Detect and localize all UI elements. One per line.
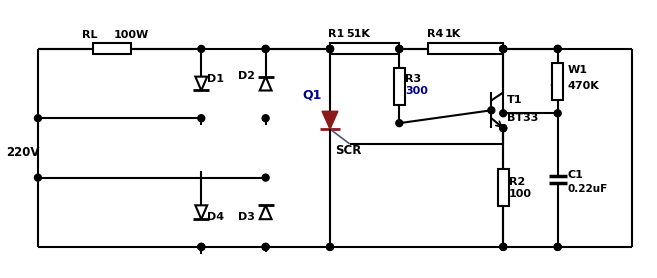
Circle shape bbox=[262, 45, 269, 52]
Text: D1: D1 bbox=[207, 74, 224, 84]
Polygon shape bbox=[322, 111, 338, 129]
Circle shape bbox=[396, 120, 403, 126]
Circle shape bbox=[198, 244, 205, 250]
Text: W1: W1 bbox=[568, 65, 587, 75]
Text: D4: D4 bbox=[207, 212, 224, 222]
Circle shape bbox=[500, 244, 507, 250]
Circle shape bbox=[262, 244, 269, 250]
Text: D3: D3 bbox=[238, 212, 255, 222]
Circle shape bbox=[262, 115, 269, 122]
Circle shape bbox=[500, 45, 507, 52]
Circle shape bbox=[327, 45, 334, 52]
Circle shape bbox=[555, 45, 561, 52]
Text: T1: T1 bbox=[507, 95, 523, 105]
Circle shape bbox=[262, 174, 269, 181]
Text: 100: 100 bbox=[509, 189, 532, 199]
Circle shape bbox=[500, 45, 507, 52]
Circle shape bbox=[500, 110, 507, 117]
Circle shape bbox=[327, 45, 334, 52]
Text: R1: R1 bbox=[328, 29, 344, 39]
Circle shape bbox=[327, 244, 334, 250]
Circle shape bbox=[555, 244, 561, 250]
Circle shape bbox=[500, 45, 507, 52]
Bar bbox=[93, 43, 131, 54]
Circle shape bbox=[262, 244, 269, 250]
Circle shape bbox=[555, 244, 561, 250]
Text: R2: R2 bbox=[509, 177, 526, 187]
Text: R4: R4 bbox=[427, 29, 443, 39]
Circle shape bbox=[500, 244, 507, 250]
Circle shape bbox=[34, 174, 41, 181]
Circle shape bbox=[500, 125, 507, 131]
Circle shape bbox=[198, 115, 205, 122]
Text: 470K: 470K bbox=[568, 81, 599, 91]
Bar bbox=[498, 169, 509, 206]
Circle shape bbox=[198, 45, 205, 52]
Circle shape bbox=[396, 45, 403, 52]
Text: 220V: 220V bbox=[7, 146, 40, 159]
Circle shape bbox=[500, 125, 507, 131]
Bar bbox=[394, 68, 405, 105]
Text: 0.22uF: 0.22uF bbox=[568, 183, 608, 193]
Circle shape bbox=[262, 45, 269, 52]
Bar bbox=[330, 43, 399, 54]
Polygon shape bbox=[260, 205, 271, 219]
Text: R3: R3 bbox=[405, 74, 421, 84]
Circle shape bbox=[198, 244, 205, 250]
Circle shape bbox=[555, 110, 561, 117]
Text: Q1: Q1 bbox=[302, 89, 322, 102]
Circle shape bbox=[34, 115, 41, 122]
Polygon shape bbox=[195, 77, 207, 91]
Text: 51K: 51K bbox=[346, 29, 370, 39]
Text: SCR: SCR bbox=[335, 144, 361, 157]
Circle shape bbox=[327, 244, 334, 250]
Circle shape bbox=[327, 45, 334, 52]
Text: 1K: 1K bbox=[445, 29, 461, 39]
Polygon shape bbox=[195, 205, 207, 219]
Polygon shape bbox=[260, 77, 271, 91]
Text: 100W: 100W bbox=[114, 30, 149, 40]
Text: D2: D2 bbox=[238, 71, 255, 81]
Circle shape bbox=[396, 45, 403, 52]
Text: 300: 300 bbox=[405, 86, 428, 96]
Circle shape bbox=[555, 45, 561, 52]
Bar bbox=[428, 43, 503, 54]
Text: RL: RL bbox=[83, 30, 98, 40]
Bar bbox=[553, 63, 563, 100]
Text: C1: C1 bbox=[568, 170, 583, 180]
Circle shape bbox=[488, 107, 495, 114]
Text: BT33: BT33 bbox=[507, 113, 539, 123]
